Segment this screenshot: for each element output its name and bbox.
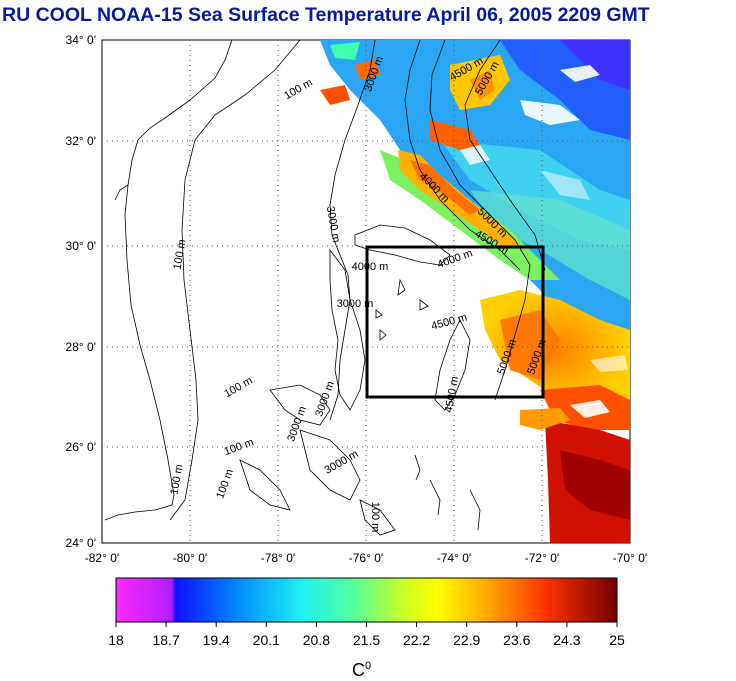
sst-data-layer bbox=[320, 40, 630, 543]
study-area-box bbox=[365, 245, 545, 399]
colorbar-tick-label: 25 bbox=[609, 632, 625, 648]
colorbar-tick-label: 18 bbox=[108, 632, 124, 648]
colorbar-tick-marks bbox=[115, 622, 618, 627]
contour-label: 100 m bbox=[369, 502, 381, 533]
colorbar-tick-label: 20.8 bbox=[302, 632, 331, 648]
lon-tick-label: -72° 0' bbox=[525, 551, 559, 565]
lat-tick-label: 28° 0' bbox=[66, 340, 96, 354]
map-title: RU COOL NOAA-15 Sea Surface Temperature … bbox=[2, 4, 650, 26]
colorbar-tick-label: 22.9 bbox=[453, 632, 481, 648]
latitude-axis: 34° 0' 32° 0' 30° 0' 28° 0' 26° 0' 24° 0' bbox=[66, 33, 96, 550]
contour-label: 100 m bbox=[168, 463, 185, 495]
bathymetry-contours bbox=[104, 40, 546, 536]
contour-label: 100 m bbox=[171, 238, 188, 270]
lon-tick-label: -82° 0' bbox=[85, 551, 119, 565]
lat-tick-label: 32° 0' bbox=[66, 134, 96, 148]
unit-label: C bbox=[352, 660, 365, 680]
lat-tick-label: 34° 0' bbox=[66, 33, 96, 47]
lon-tick-label: -74° 0' bbox=[437, 551, 471, 565]
contour-label: 4000 m bbox=[352, 261, 389, 273]
lat-tick-label: 30° 0' bbox=[66, 239, 96, 253]
colorbar-tick-label: 21.5 bbox=[352, 632, 381, 648]
unit-superscript: 0 bbox=[365, 660, 372, 672]
colorbar-tick-label: 18.7 bbox=[152, 632, 180, 648]
colorbar-tick-label: 22.2 bbox=[402, 632, 431, 648]
colorbar-tick-label: 23.6 bbox=[503, 632, 531, 648]
lat-tick-label: 26° 0' bbox=[66, 440, 96, 454]
colorbar-tick-label: 20.1 bbox=[252, 632, 280, 648]
lon-tick-label: -70° 0' bbox=[613, 551, 647, 565]
colorbar bbox=[115, 577, 618, 623]
lon-tick-label: -80° 0' bbox=[173, 551, 207, 565]
colorbar-tick-label: 19.4 bbox=[202, 632, 230, 648]
colorbar-unit: C0 bbox=[352, 660, 371, 681]
colorbar-tick-label: 24.3 bbox=[553, 632, 581, 648]
contour-label: 3000 m bbox=[337, 298, 374, 310]
lon-tick-label: -78° 0' bbox=[261, 551, 295, 565]
lon-tick-label: -76° 0' bbox=[349, 551, 383, 565]
longitude-axis: -82° 0' -80° 0' -78° 0' -76° 0' -74° 0' -72° … bbox=[85, 551, 647, 565]
lat-tick-label: 24° 0' bbox=[66, 536, 96, 550]
